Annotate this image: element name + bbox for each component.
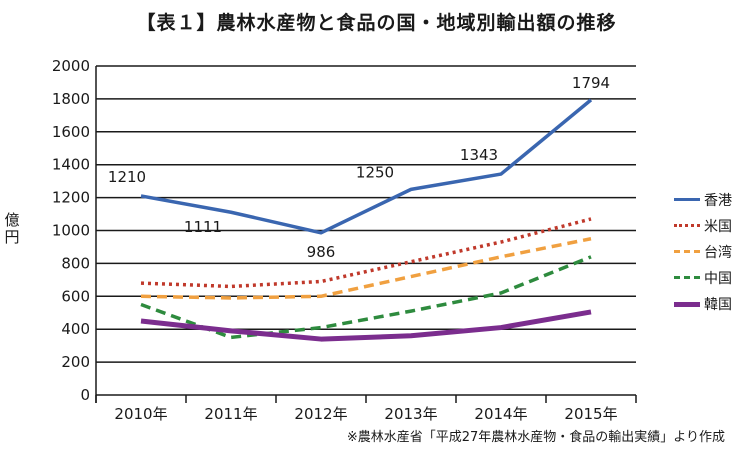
y-tick-label: 1200 [52,189,90,207]
y-tick-label: 2000 [52,57,90,75]
series-line-米国 [140,217,592,289]
data-label: 1250 [356,163,394,181]
y-tick-label: 200 [61,353,90,371]
legend-swatch [674,302,700,307]
data-label: 1210 [108,168,146,186]
legend-swatch [674,198,700,201]
y-tick-label: 1600 [52,123,90,141]
chart-title: 【表１】農林水産物と食品の国・地域別輸出額の推移 [136,12,617,34]
legend-label: 台湾 [704,245,732,261]
gridlines [96,65,636,396]
data-label: 1343 [460,146,498,164]
x-tick-label: 2013年 [384,405,437,423]
y-axis-label: 億円 [4,211,20,246]
series-line-香港 [140,98,593,235]
series-line-韓国 [140,309,592,342]
legend-swatch [674,224,700,227]
legend-swatch [674,276,700,279]
x-tick-label: 2012年 [294,405,347,423]
y-tick-label: 1000 [52,222,90,240]
data-label: 1111 [184,218,222,236]
axes: 0 200 400 600 800 1000 1200 1400 1600 1800 2000 201… [52,57,637,423]
data-label: 986 [307,243,336,261]
legend-label: 韓国 [704,297,732,313]
x-tick-label: 2014年 [474,405,527,423]
legend-label: 中国 [704,271,732,287]
legend-label: 米国 [704,219,732,235]
y-tick-label: 1800 [52,90,90,108]
y-tick-label: 600 [61,287,90,305]
x-tick-label: 2011年 [204,405,257,423]
y-tick-label: 1400 [52,156,90,174]
data-label: 1794 [572,74,610,92]
series-line-中国 [140,255,592,340]
legend-swatch [674,250,700,253]
x-tick-label: 2010年 [114,405,167,423]
legend-label: 香港 [704,193,732,209]
series-line-台湾 [140,237,592,300]
x-tick-label: 2015年 [564,405,617,423]
data-labels: 1210 1111 986 1250 1343 1794 [108,74,610,261]
y-tick-label: 400 [61,320,90,338]
y-tick-label: 800 [61,254,90,272]
series-lines [140,98,593,342]
source-note: ※農林水産省「平成27年農林水産物・食品の輸出実績」より作成 [346,430,725,445]
y-tick-label: 0 [80,386,90,404]
